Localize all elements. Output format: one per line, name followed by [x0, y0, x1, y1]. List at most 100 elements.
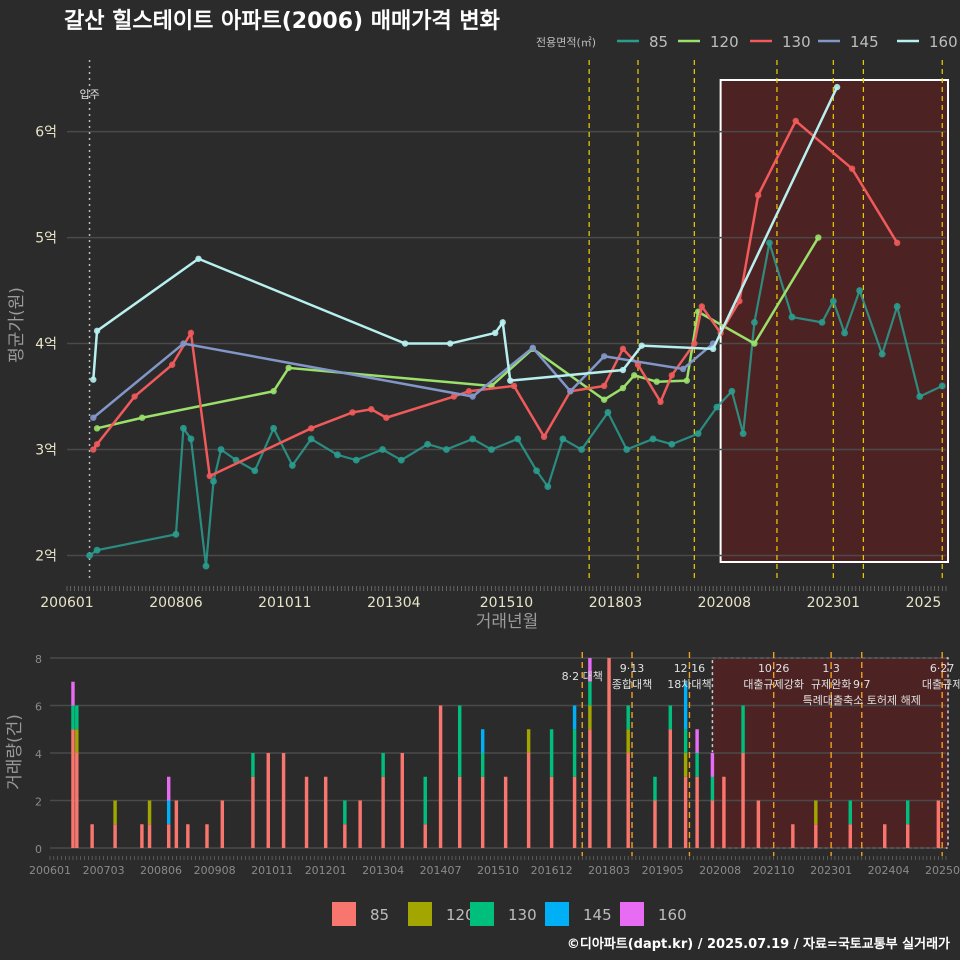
data-point-85: [488, 446, 495, 453]
data-point-145: [469, 393, 476, 400]
policy-label: 6·27: [930, 662, 955, 675]
bar-segment-85: [113, 824, 117, 848]
bar-segment-120: [526, 729, 531, 753]
data-point-160: [195, 255, 202, 262]
x-tick-label-lower: 200703: [83, 864, 125, 877]
data-point-120: [683, 377, 691, 384]
bar-segment-130: [905, 800, 910, 825]
data-point-130: [540, 433, 548, 441]
bar-segment-85: [438, 705, 443, 848]
volume-chart: 0 2 4 6 8 8·2 대책 9·13 종합대책 12·16 18차대책 10·26 대출규제강화…: [5, 652, 960, 926]
data-point-85: [841, 329, 848, 337]
bar-segment-85: [381, 776, 385, 848]
legend-title: 전용면적(㎡): [536, 36, 596, 49]
policy-label: 특례대출축소 토허제 해제: [803, 693, 921, 707]
bar-segment-85: [400, 753, 404, 848]
policy-label: 8·2 대책: [562, 670, 603, 683]
data-point-85: [379, 446, 386, 453]
x-tick-label-lower: 202404: [868, 864, 910, 877]
data-point-130: [307, 425, 315, 432]
bar-segment-130: [653, 776, 657, 801]
bar-segment-145: [166, 800, 171, 825]
data-point-160: [499, 319, 506, 326]
data-point-130: [657, 398, 664, 406]
bar-segment-85: [683, 776, 688, 848]
data-point-85: [916, 393, 924, 400]
x-axis-title: 거래년월: [476, 612, 539, 632]
data-point-85: [352, 456, 360, 464]
x-tick-label: 200806: [149, 595, 203, 611]
data-point-160: [507, 377, 514, 384]
x-tick-label-lower: 201803: [588, 864, 630, 877]
data-point-85: [86, 552, 93, 559]
data-point-85: [251, 467, 259, 475]
data-point-120: [619, 384, 627, 392]
bar-segment-85: [71, 729, 75, 848]
bar-segment-130: [75, 705, 79, 730]
data-point-130: [600, 382, 608, 390]
data-point-120: [631, 372, 638, 379]
bar-segment-85: [358, 800, 362, 848]
data-point-145: [529, 344, 536, 351]
data-point-130: [893, 239, 901, 247]
data-point-145: [679, 365, 687, 373]
data-point-85: [533, 467, 540, 475]
bar-segment-85: [526, 753, 531, 848]
y-tick-label: 2억: [35, 549, 57, 565]
data-point-85: [270, 424, 278, 432]
bar-segment-130: [741, 705, 745, 753]
data-point-85: [288, 462, 296, 469]
x-tick-label-lower: 200908: [194, 864, 236, 877]
x-tick-label-lower: 201510: [477, 864, 519, 877]
legend-label-lower-85: 85: [370, 906, 389, 924]
bar-segment-120: [75, 729, 79, 753]
bar-segment-120: [683, 753, 688, 777]
data-point-130: [698, 303, 706, 310]
bar-segment-85: [503, 776, 508, 848]
policy-label: 규제완화: [811, 678, 851, 691]
series-line-120: [96, 236, 820, 430]
policy-label: 18차대책: [667, 678, 711, 691]
data-point-85: [307, 435, 315, 443]
x-tick-label-lower: 201905: [642, 864, 684, 877]
bar-segment-85: [848, 824, 852, 848]
data-point-130: [187, 329, 195, 337]
bar-segment-85: [480, 776, 485, 848]
legend-swatch-lower-120: [408, 902, 432, 926]
data-point-160: [401, 340, 409, 347]
x-tick-label-lower: 200601: [29, 864, 71, 877]
bar-segment-85: [166, 824, 171, 848]
data-point-145: [90, 414, 97, 421]
data-point-120: [751, 340, 758, 347]
bar-segment-85: [457, 776, 462, 848]
bar-segment-85: [626, 753, 630, 848]
bar-segment-85: [936, 800, 941, 848]
bar-segment-130: [710, 776, 715, 801]
data-point-145: [180, 340, 187, 347]
bar-segment-130: [572, 729, 577, 777]
bar-segment-85: [220, 800, 225, 848]
data-point-85: [893, 303, 901, 310]
data-point-160: [638, 342, 645, 349]
data-point-130: [168, 361, 176, 368]
x-tick-label: 201803: [589, 595, 642, 611]
bar-segment-85: [423, 824, 427, 848]
data-point-160: [833, 83, 841, 91]
data-point-120: [815, 234, 822, 241]
series-line-145: [92, 342, 714, 419]
data-point-130: [792, 117, 799, 125]
data-point-120: [93, 425, 101, 432]
y-tick-label: 3억: [35, 443, 57, 459]
bar-segment-160: [695, 729, 699, 753]
data-point-85: [424, 440, 432, 448]
y-tick-label-lower: 6: [35, 701, 42, 714]
data-point-85: [172, 530, 180, 538]
bar-segment-85: [266, 753, 270, 848]
data-point-85: [938, 382, 946, 390]
series-line-130: [92, 119, 899, 478]
data-point-85: [469, 435, 477, 443]
bar-segment-145: [480, 729, 485, 753]
data-point-130: [349, 409, 356, 416]
x-tick-label-lower: 201407: [420, 864, 462, 877]
bar-segment-85: [281, 753, 286, 848]
